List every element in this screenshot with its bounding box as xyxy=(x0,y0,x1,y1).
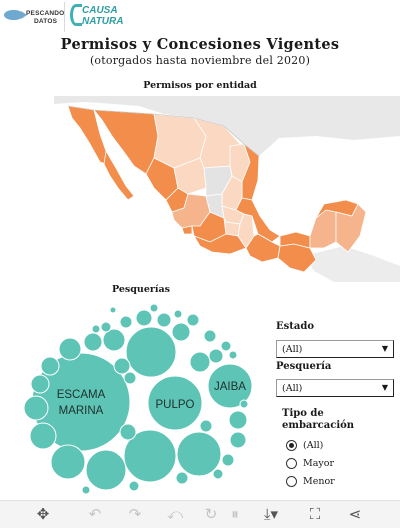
map-title: Permisos por entidad xyxy=(143,80,257,91)
bubble[interactable] xyxy=(212,468,224,480)
bubble[interactable] xyxy=(100,321,112,333)
chevron-down-icon: ▼ xyxy=(381,383,388,392)
bubble[interactable] xyxy=(109,306,117,314)
bubble[interactable] xyxy=(221,453,235,467)
radio-unselected-icon[interactable] xyxy=(286,458,297,469)
bubble-label-escama-line2: MARINA xyxy=(59,405,104,417)
bubble[interactable] xyxy=(123,371,137,385)
radio-unselected-icon[interactable] xyxy=(286,476,297,487)
chevron-down-icon: ▼ xyxy=(381,344,388,353)
bubble[interactable] xyxy=(199,419,213,433)
logo-text-line1: PESCANDO xyxy=(26,10,65,17)
pause-icon[interactable]: ⏸ xyxy=(231,505,239,523)
move-icon[interactable]: ✥ xyxy=(36,505,50,523)
bubble[interactable] xyxy=(149,303,159,313)
bubble[interactable] xyxy=(119,315,133,329)
pesqueria-dropdown[interactable]: (All) ▼ xyxy=(276,379,394,397)
bubble[interactable] xyxy=(173,309,183,319)
bubble[interactable] xyxy=(58,337,82,361)
redo-icon[interactable]: ↷ xyxy=(128,505,142,523)
bubble[interactable] xyxy=(123,429,177,483)
bubble[interactable] xyxy=(128,480,140,492)
radio-selected-icon[interactable] xyxy=(286,440,297,451)
estado-filter-label: Estado xyxy=(276,321,315,332)
bubble-label-pulpo: PULPO xyxy=(156,399,195,411)
bubble[interactable] xyxy=(176,431,222,477)
bubble[interactable] xyxy=(30,374,50,394)
bubble[interactable] xyxy=(228,410,248,430)
bubble[interactable] xyxy=(83,332,103,352)
state-campeche xyxy=(309,209,337,249)
pesqueria-filter-label: Pesquería xyxy=(276,361,332,372)
pescando-datos-logo[interactable]: PESCANDO DATOS xyxy=(4,6,65,28)
bubble[interactable] xyxy=(119,423,137,441)
fish-icon xyxy=(4,10,27,20)
bubble[interactable] xyxy=(228,350,238,360)
bubble[interactable] xyxy=(81,485,91,495)
bubble[interactable] xyxy=(189,351,211,373)
radio-label: Menor xyxy=(303,476,335,487)
bubble[interactable] xyxy=(91,324,101,334)
estado-dropdown-value: (All) xyxy=(282,344,303,355)
radio-label: Mayor xyxy=(303,458,335,469)
fullscreen-icon[interactable]: ⛶ xyxy=(309,505,321,523)
state-baja-california-sur xyxy=(103,149,135,201)
central-america-background-shape xyxy=(304,246,400,282)
logo-divider xyxy=(64,2,65,32)
bubble[interactable] xyxy=(29,422,57,450)
bubble[interactable] xyxy=(171,322,191,342)
fishery-bubble-chart[interactable]: ESCAMA MARINA PULPO JAIBA xyxy=(18,300,258,500)
embarcacion-filter-label-line2: embarcación xyxy=(282,420,355,431)
mexico-north-border xyxy=(67,105,260,157)
bubble[interactable] xyxy=(239,399,249,409)
undo-icon[interactable]: ↶ xyxy=(88,505,102,523)
bubble[interactable] xyxy=(175,471,189,485)
bubble-chart-title: Pesquerías xyxy=(112,284,170,295)
causa-natura-logo[interactable]: CAUSA NATURA xyxy=(70,4,130,30)
bubble[interactable] xyxy=(23,395,49,421)
bubble[interactable] xyxy=(156,312,172,328)
bubble[interactable] xyxy=(50,444,86,480)
header-bar: PESCANDO DATOS CAUSA NATURA xyxy=(0,0,400,34)
logo-text-line2: DATOS xyxy=(34,18,58,25)
pesqueria-dropdown-value: (All) xyxy=(282,383,303,394)
bubble-label-jaiba: JAIBA xyxy=(214,381,246,393)
causa-text-line2: NATURA xyxy=(82,16,124,27)
bubble[interactable] xyxy=(125,326,177,378)
bubble[interactable] xyxy=(85,449,127,491)
causa-c-icon xyxy=(70,4,82,26)
bubble[interactable] xyxy=(102,328,126,352)
embarcacion-filter-label-line1: Tipo de xyxy=(282,408,324,419)
refresh-icon[interactable]: ↻ xyxy=(204,505,218,523)
state-quintana-roo xyxy=(335,203,367,253)
bubble-label-escama-line1: ESCAMA xyxy=(57,389,106,401)
bubble[interactable] xyxy=(113,357,131,375)
bubble[interactable] xyxy=(220,340,232,352)
state-colima xyxy=(181,225,193,235)
bubble[interactable] xyxy=(186,313,200,327)
page-title: Permisos y Concesiones Vigentes xyxy=(60,36,340,53)
bubble-pulpo[interactable] xyxy=(147,375,203,431)
page-subtitle: (otorgados hasta noviembre del 2020) xyxy=(89,54,311,67)
mexico-choropleth-map[interactable] xyxy=(54,96,400,282)
causa-text-line1: CAUSA xyxy=(82,5,118,16)
bubble-jaiba[interactable] xyxy=(207,363,253,409)
radio-label: (All) xyxy=(303,440,324,451)
bubble[interactable] xyxy=(135,309,153,327)
bubble[interactable] xyxy=(203,329,217,343)
bubble[interactable] xyxy=(40,356,60,376)
viz-toolbar: ✥ ↶ ↷ ⤺ ↻ ⏸ ⤓▾ ⛶ ⋖ xyxy=(0,500,400,528)
download-icon[interactable]: ⤓▾ xyxy=(263,505,279,523)
state-sonora xyxy=(93,109,159,175)
estado-dropdown[interactable]: (All) ▼ xyxy=(276,340,394,358)
share-icon[interactable]: ⋖ xyxy=(348,505,362,523)
usa-background-shape xyxy=(54,96,400,156)
revert-icon[interactable]: ⤺ xyxy=(166,505,184,523)
bubble[interactable] xyxy=(229,431,247,449)
bubble[interactable] xyxy=(208,348,224,364)
